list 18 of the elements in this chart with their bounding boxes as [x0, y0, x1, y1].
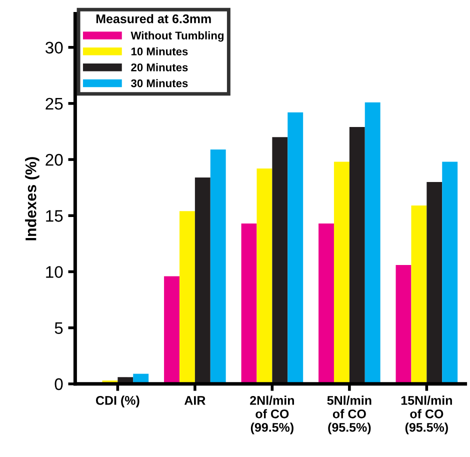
- x-tick-label: 5Nl/min of CO (95.5%): [327, 396, 372, 434]
- legend-label: 30 Minutes: [131, 79, 188, 88]
- x-tick-label: 15Nl/min of CO (95.5%): [401, 396, 452, 434]
- y-tick-label: 0: [54, 378, 63, 390]
- y-axis-title: Indexes (%): [25, 157, 40, 240]
- legend-label: Without Tumbling: [130, 31, 224, 42]
- y-tick-label: 25: [46, 98, 63, 110]
- legend-label: 10 Minutes: [131, 47, 188, 56]
- x-tick-label: AIR: [184, 396, 206, 405]
- y-tick-label: 5: [54, 322, 63, 334]
- y-tick-label: 10: [46, 266, 63, 278]
- legend-label: 20 Minutes: [131, 63, 188, 72]
- legend-title: Measured at 6.3mm: [96, 14, 211, 24]
- x-tick-label: CDI (%): [96, 396, 140, 408]
- y-tick-label: 15: [46, 210, 63, 222]
- y-tick-label: 20: [46, 154, 63, 166]
- y-tick-label: 30: [45, 42, 63, 54]
- x-tick-label: 2Nl/min of CO (99.5%): [250, 396, 294, 434]
